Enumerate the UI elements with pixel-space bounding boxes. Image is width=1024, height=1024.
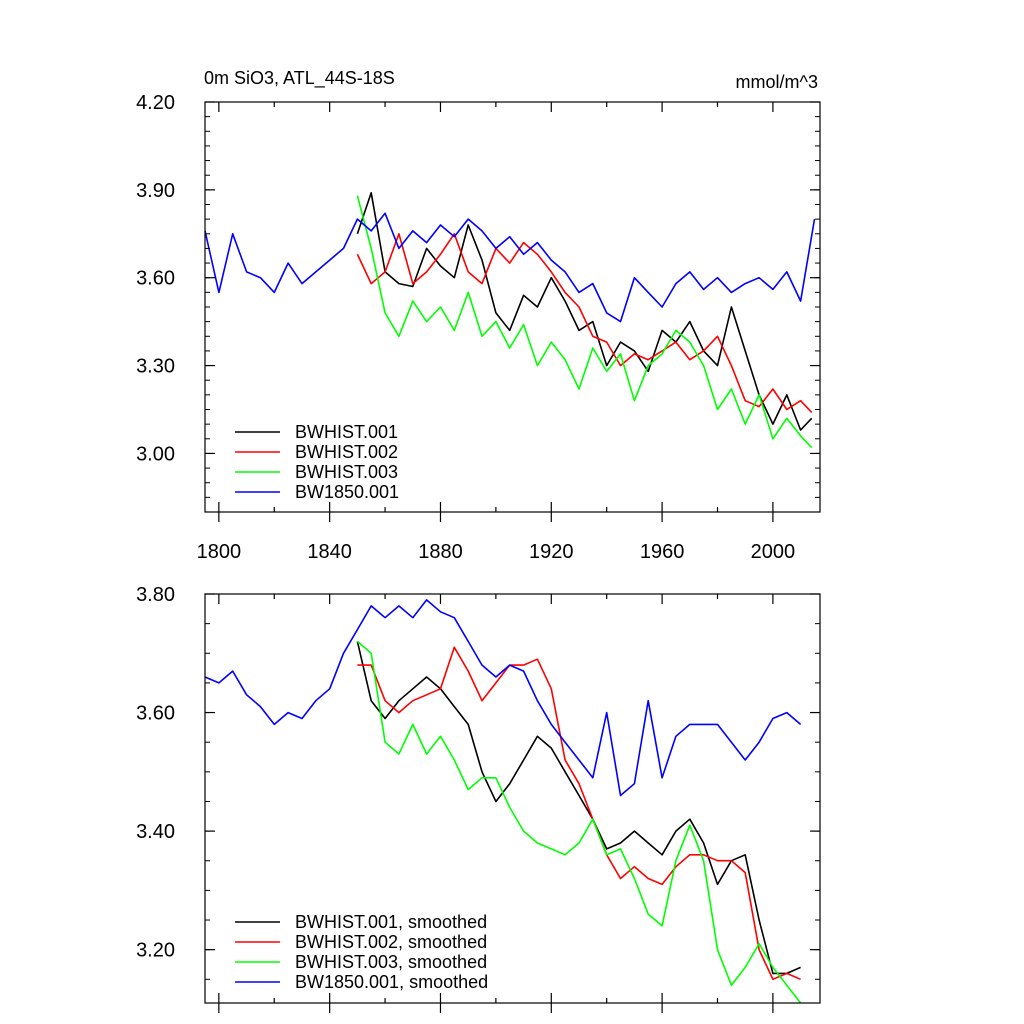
ytick-label-0-2: 3.60 [136, 268, 175, 290]
series-line-1-2 [356, 640, 802, 1004]
xtick-label-3: 1920 [529, 541, 574, 563]
top-series-group [204, 192, 816, 449]
legend-label-1-0: BWHIST.001, smoothed [295, 912, 487, 932]
ytick-label-0-3: 3.30 [136, 356, 175, 378]
xtick-label-4: 1960 [640, 541, 685, 563]
bottom-axes: 3.80 3.60 3.40 3.20 [136, 584, 821, 1013]
series-line-0-2 [356, 195, 813, 449]
series-line-1-3 [204, 599, 802, 797]
legend-label-1-2: BWHIST.003, smoothed [295, 952, 487, 972]
bottom-panel: 3.803.603.403.20 BWHIST.001, smoothedBWH… [136, 584, 821, 1013]
xtick-label-5: 2000 [751, 541, 796, 563]
plot-frame-1 [204, 593, 821, 1004]
top-axes: 4.20 3.90 3.60 3.30 3.00 1800 1840 1880 1920 1960… [136, 92, 821, 563]
ytick-label-1-0: 3.80 [136, 584, 175, 606]
xtick-label-0: 1800 [197, 541, 242, 563]
chart-title: 0m SiO3, ATL_44S-18S [204, 68, 395, 89]
ytick-label-0-0: 4.20 [136, 92, 175, 114]
ytick-label-1-3: 3.20 [136, 940, 175, 962]
legend-label-0-2: BWHIST.003 [295, 462, 398, 482]
series-line-0-3 [204, 212, 816, 323]
legend-label-0-0: BWHIST.001 [295, 422, 398, 442]
xtick-label-1: 1840 [307, 541, 352, 563]
ytick-label-1-2: 3.40 [136, 821, 175, 843]
legend-label-1-3: BW1850.001, smoothed [295, 972, 488, 992]
series-line-0-0 [356, 192, 813, 431]
legend-label-0-1: BWHIST.002 [295, 442, 398, 462]
top-panel: 0m SiO3, ATL_44S-18S mmol/m^3 4.20 3.90 3.… [136, 68, 821, 563]
series-line-0-1 [356, 233, 813, 413]
legend-label-0-3: BW1850.001 [295, 482, 399, 502]
legend-label-1-1: BWHIST.002, smoothed [295, 932, 487, 952]
series-line-1-1 [357, 646, 801, 981]
units-label: mmol/m^3 [736, 72, 818, 92]
ytick-label-0-4: 3.00 [136, 443, 175, 465]
series-line-1-0 [356, 641, 801, 975]
xtick-label-2: 1880 [418, 541, 463, 563]
bottom-series-group [204, 599, 802, 1004]
ytick-label-0-1: 3.90 [136, 180, 175, 202]
ytick-label-1-1: 3.60 [136, 703, 175, 725]
